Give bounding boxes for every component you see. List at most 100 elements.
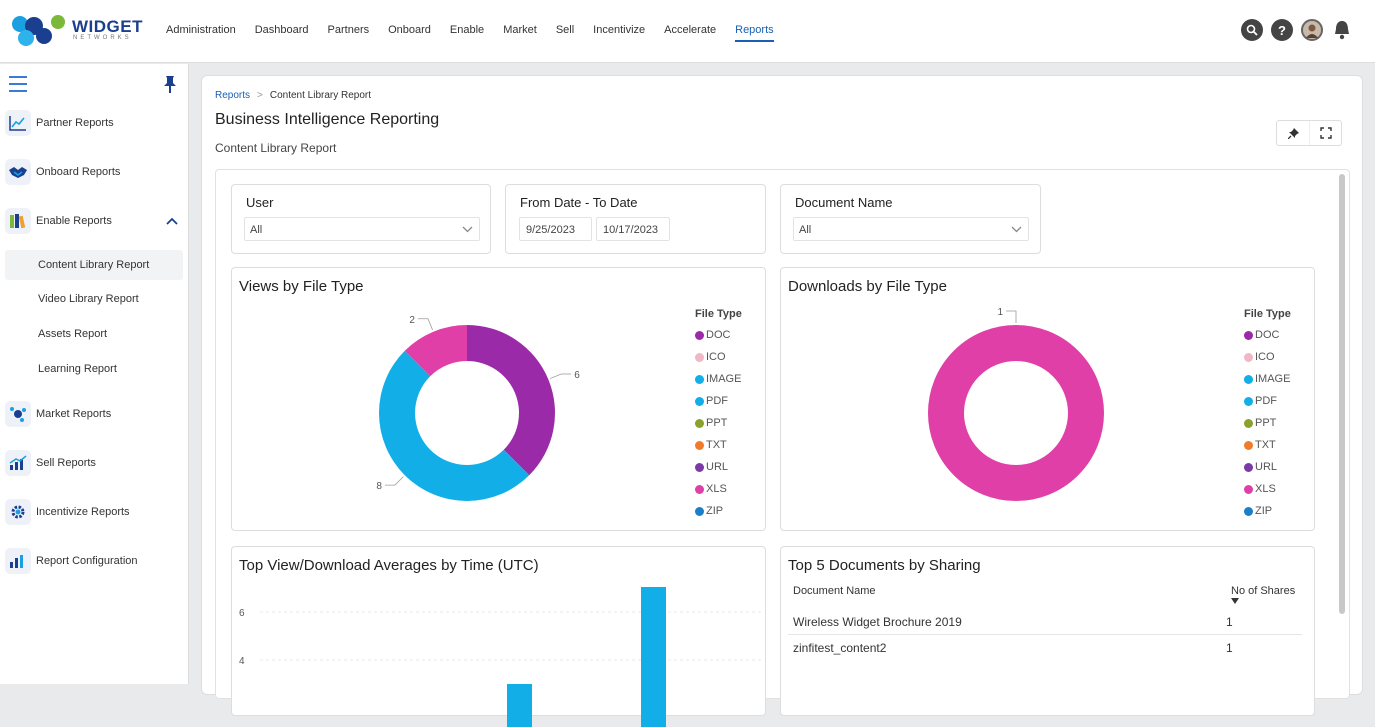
chevron-up-icon[interactable] — [166, 214, 178, 228]
nav-market[interactable]: Market — [503, 24, 537, 36]
sidebar-item-report-configuration[interactable]: Report Configuration — [5, 546, 185, 576]
legend-swatch — [695, 396, 704, 406]
sort-desc-icon — [1231, 598, 1239, 604]
leader-line — [1006, 310, 1017, 323]
breadcrumb-separator-icon: > — [257, 90, 263, 101]
avatar[interactable] — [1301, 19, 1323, 41]
breadcrumb: Reports > Content Library Report — [215, 90, 371, 101]
nav-sell[interactable]: Sell — [555, 24, 575, 36]
slice-label: 1 — [997, 307, 1003, 318]
bar[interactable] — [507, 684, 532, 727]
legend-swatch — [1244, 396, 1253, 406]
legend-swatch — [695, 506, 704, 516]
bell-icon[interactable] — [1331, 19, 1353, 41]
bar[interactable] — [641, 587, 666, 727]
slice-xls[interactable] — [928, 325, 1104, 501]
legend-item-pdf[interactable]: PDF — [1244, 390, 1291, 412]
brand-sub: NETWORKS — [73, 35, 132, 41]
downloads-legend: File Type DOC ICO IMAGE PDF PPT TXT URL XLS ZIP — [1244, 308, 1291, 522]
legend-item-image[interactable]: IMAGE — [1244, 368, 1291, 390]
legend-swatch — [695, 418, 704, 428]
legend-item-xls[interactable]: XLS — [1244, 478, 1291, 500]
pin-icon[interactable] — [163, 75, 177, 98]
document-select[interactable]: All — [793, 217, 1029, 241]
col-document-name[interactable]: Document Name — [793, 585, 876, 597]
nav-reports[interactable]: Reports — [735, 24, 774, 42]
leader-line — [549, 373, 572, 379]
legend-item-ico[interactable]: ICO — [1244, 346, 1291, 368]
legend-swatch — [1244, 374, 1253, 384]
legend-label: TXT — [1255, 439, 1276, 451]
to-date-input[interactable]: 10/17/2023 — [596, 217, 670, 241]
search-icon[interactable] — [1241, 19, 1263, 41]
nav-dashboard[interactable]: Dashboard — [254, 24, 309, 36]
table-row[interactable]: zinfitest_content2 1 — [788, 635, 1302, 661]
legend-swatch — [1244, 484, 1253, 494]
legend-item-txt[interactable]: TXT — [695, 434, 742, 456]
legend-item-url[interactable]: URL — [1244, 456, 1291, 478]
legend-item-doc[interactable]: DOC — [1244, 324, 1291, 346]
breadcrumb-root[interactable]: Reports — [215, 90, 251, 101]
legend-item-doc[interactable]: DOC — [695, 324, 742, 346]
legend-swatch — [695, 374, 704, 384]
slice-image[interactable] — [379, 350, 530, 501]
nav-accelerate[interactable]: Accelerate — [664, 24, 717, 36]
table-row[interactable]: Wireless Widget Brochure 2019 1 — [788, 609, 1302, 635]
legend-item-txt[interactable]: TXT — [1244, 434, 1291, 456]
legend-label: URL — [706, 461, 729, 473]
legend-item-ico[interactable]: ICO — [695, 346, 742, 368]
legend-label: URL — [1255, 461, 1278, 473]
slice-xls[interactable] — [404, 325, 467, 377]
select-value: All — [250, 224, 263, 236]
filter-label: User — [246, 195, 274, 210]
nav-onboard[interactable]: Onboard — [388, 24, 431, 36]
slice-doc[interactable] — [467, 325, 556, 476]
legend-label: XLS — [706, 483, 727, 495]
toolbar — [1276, 120, 1342, 146]
sidebar-sub-content-library[interactable]: Content Library Report — [5, 250, 183, 280]
legend-title: File Type — [695, 308, 742, 320]
legend-swatch — [1244, 462, 1253, 472]
sidebar-label: Onboard Reports — [36, 166, 121, 178]
nav-partners[interactable]: Partners — [327, 24, 370, 36]
fullscreen-button[interactable] — [1309, 121, 1341, 145]
scrollbar[interactable] — [1339, 174, 1345, 614]
sidebar-item-enable-reports[interactable]: Enable Reports — [5, 206, 185, 236]
sidebar-item-market-reports[interactable]: Market Reports — [5, 399, 185, 429]
legend-item-zip[interactable]: ZIP — [1244, 500, 1291, 522]
pin-icon — [1287, 127, 1299, 139]
menu-icon[interactable] — [9, 76, 27, 92]
from-date-input[interactable]: 9/25/2023 — [519, 217, 592, 241]
sidebar: Partner Reports Onboard Reports Enable R… — [0, 64, 189, 684]
legend-item-zip[interactable]: ZIP — [695, 500, 742, 522]
help-icon[interactable]: ? — [1271, 19, 1293, 41]
legend-item-pdf[interactable]: PDF — [695, 390, 742, 412]
nav-incentivize[interactable]: Incentivize — [593, 24, 646, 36]
user-select[interactable]: All — [244, 217, 480, 241]
legend-swatch — [695, 330, 704, 340]
nav-enable[interactable]: Enable — [449, 24, 485, 36]
slice-label: 8 — [376, 481, 382, 492]
nav-administration[interactable]: Administration — [166, 24, 236, 36]
col-no-of-shares[interactable]: No of Shares — [1231, 585, 1296, 597]
sidebar-item-incentivize-reports[interactable]: Incentivize Reports — [5, 497, 185, 527]
pin-button[interactable] — [1277, 121, 1309, 145]
sidebar-sub-learning[interactable]: Learning Report — [38, 363, 117, 375]
legend-item-ppt[interactable]: PPT — [695, 412, 742, 434]
legend-item-image[interactable]: IMAGE — [695, 368, 742, 390]
sidebar-sub-assets[interactable]: Assets Report — [38, 328, 108, 340]
sidebar-item-partner-reports[interactable]: Partner Reports — [5, 108, 185, 138]
legend-item-ppt[interactable]: PPT — [1244, 412, 1291, 434]
averages-bar-chart: 6 4 — [239, 587, 762, 727]
sidebar-item-onboard-reports[interactable]: Onboard Reports — [5, 157, 185, 187]
sidebar-sub-video-library[interactable]: Video Library Report — [38, 293, 139, 305]
legend-item-xls[interactable]: XLS — [695, 478, 742, 500]
brand-logo[interactable] — [10, 12, 140, 50]
chevron-down-icon — [462, 218, 473, 242]
user-filter: User All — [231, 184, 491, 254]
legend-label: DOC — [1255, 329, 1280, 341]
legend-item-url[interactable]: URL — [695, 456, 742, 478]
sidebar-label: Market Reports — [36, 408, 112, 420]
sidebar-item-sell-reports[interactable]: Sell Reports — [5, 448, 185, 478]
legend-swatch — [695, 484, 704, 494]
